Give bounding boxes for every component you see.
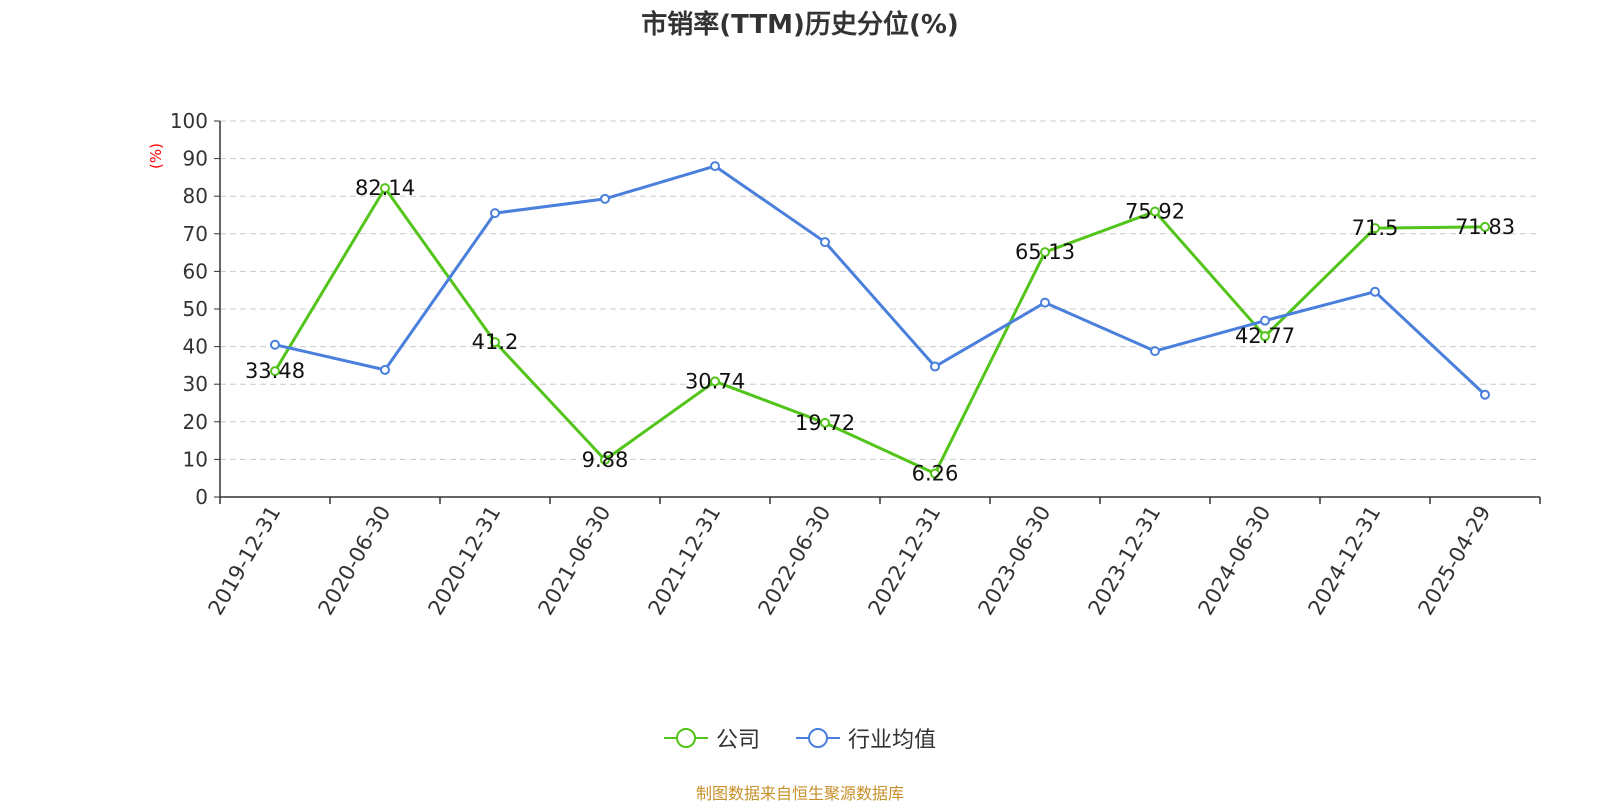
x-tick-label: 2025-04-29: [1414, 502, 1496, 620]
data-label: 6.26: [912, 461, 959, 485]
legend-item-company[interactable]: 公司: [663, 722, 760, 754]
series-0-point[interactable]: [490, 337, 500, 348]
series-1-point[interactable]: [1040, 297, 1050, 308]
series-1-point[interactable]: [930, 361, 940, 372]
x-tick-label: 2023-06-30: [974, 502, 1056, 620]
series-0-point[interactable]: [1040, 247, 1050, 258]
series-1-point[interactable]: [1370, 286, 1380, 297]
legend-industry-label: 行业均值: [848, 728, 937, 753]
series-1-point[interactable]: [710, 161, 720, 172]
x-tick-label: 2019-12-31: [204, 502, 286, 620]
series-0-point[interactable]: [380, 183, 390, 194]
x-tick-label: 2022-12-31: [864, 502, 946, 620]
legend-company-label: 公司: [715, 728, 760, 753]
data-labels: 33.48 82.14 41.2 9.88 30.74 19.72 6.26 65.13 75.…: [245, 176, 1515, 485]
data-label: 75.92: [1125, 200, 1185, 224]
series-1-point[interactable]: [1150, 346, 1160, 357]
series-0-point[interactable]: [1260, 331, 1270, 342]
y-tick-label: 90: [183, 147, 208, 171]
data-label: 9.88: [582, 448, 629, 472]
series-0-point[interactable]: [600, 454, 610, 465]
x-tick-label: 2020-12-31: [424, 502, 506, 620]
series-1-point[interactable]: [270, 339, 280, 350]
series: [270, 161, 1490, 479]
data-label: 33.48: [245, 359, 305, 383]
y-tick-label: 80: [183, 184, 208, 208]
series-1-point[interactable]: [380, 364, 390, 375]
series-1-point[interactable]: [600, 193, 610, 204]
data-label: 42.77: [1235, 324, 1295, 348]
gridlines: [220, 120, 1540, 460]
data-label: 65.13: [1015, 240, 1075, 264]
data-label: 41.2: [472, 330, 519, 354]
legend-company-icon: [663, 728, 708, 748]
y-tick-label: 30: [183, 372, 208, 396]
y-tick-label: 20: [183, 410, 208, 434]
series-0-point[interactable]: [930, 468, 940, 479]
x-tick-label: 2022-06-30: [754, 502, 836, 620]
chart-title: 市销率(TTM)历史分位(%): [641, 10, 959, 40]
series-line-0: [273, 186, 1486, 475]
legend-item-industry[interactable]: 行业均值: [796, 722, 936, 754]
data-label: 30.74: [685, 369, 745, 393]
legend-industry-icon: [796, 728, 840, 748]
series-0-point[interactable]: [1370, 223, 1380, 234]
data-label: 71.5: [1352, 216, 1399, 240]
data-label: 82.14: [355, 176, 415, 200]
series-0-point[interactable]: [1480, 221, 1490, 232]
y-tick-label: 40: [183, 335, 208, 359]
x-tick-label: 2021-06-30: [534, 502, 616, 620]
series-1-point[interactable]: [820, 237, 830, 248]
series-0-point[interactable]: [1150, 206, 1160, 217]
x-tick-label: 2021-12-31: [644, 502, 726, 620]
y-tick-label: 0: [195, 485, 208, 509]
legend: 公司 行业均值: [0, 722, 1600, 754]
series-1-point[interactable]: [1480, 389, 1490, 400]
y-axis-label: (%): [147, 143, 165, 169]
x-tick-label: 2024-12-31: [1304, 502, 1386, 620]
x-tick-label: 2020-06-30: [314, 502, 396, 620]
y-tick-label: 50: [183, 297, 208, 321]
series-0-point[interactable]: [820, 417, 830, 428]
series-0-point[interactable]: [710, 376, 720, 387]
y-tick-label: 10: [183, 447, 208, 471]
y-tick-label: 100: [170, 109, 208, 133]
x-tick-label: 2023-12-31: [1084, 502, 1166, 620]
y-tick-label: 70: [183, 222, 208, 246]
x-tick-label: 2024-06-30: [1194, 502, 1276, 620]
series-0-point[interactable]: [270, 366, 280, 377]
data-label: 19.72: [795, 411, 855, 435]
series-line-1: [274, 164, 1487, 396]
series-1-point[interactable]: [490, 208, 500, 219]
y-tick-label: 60: [183, 259, 208, 283]
source-note: 制图数据来自恒生聚源数据库: [695, 784, 904, 803]
series-1-point[interactable]: [1260, 315, 1270, 326]
data-label: 71.83: [1455, 215, 1515, 239]
